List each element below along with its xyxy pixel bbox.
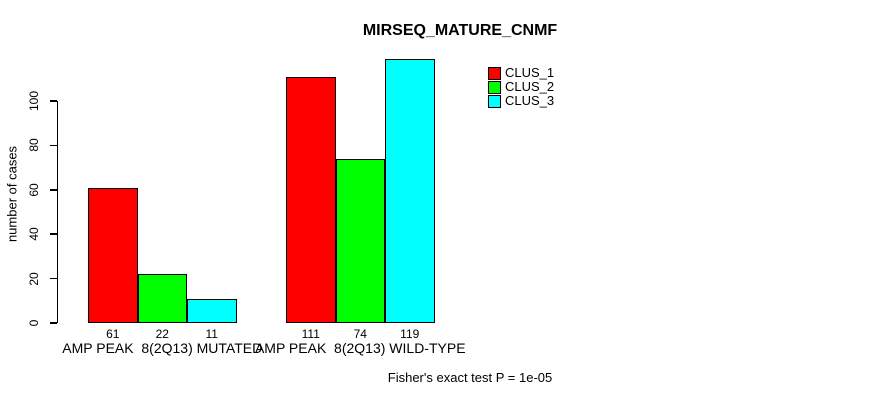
legend-swatch-icon: [488, 94, 501, 108]
y-axis-line: [56, 101, 58, 323]
legend-label: CLUS_2: [505, 79, 555, 94]
bar-clus_2-group2: [335, 158, 385, 323]
bar-clus_2-group1: [137, 274, 187, 323]
legend-row-clus_2: CLUS_2: [488, 80, 554, 94]
y-tick-label: 100: [27, 90, 41, 112]
bar-clus_1-group2: [286, 76, 336, 323]
legend-swatch-icon: [488, 66, 501, 80]
y-tick-label: 40: [27, 227, 41, 241]
category-label: AMP PEAK 8(2Q13) WILD-TYPE: [254, 340, 466, 356]
y-tick-label: 0: [27, 319, 41, 327]
y-axis-tick: [49, 189, 57, 191]
y-axis-tick: [49, 144, 57, 147]
y-axis-tick: [49, 100, 57, 102]
stat-annotation: Fisher's exact test P = 1e-05: [387, 370, 553, 385]
bar-value-label: 74: [353, 327, 367, 341]
y-tick-label: 60: [27, 183, 41, 197]
y-axis-tick: [49, 322, 57, 324]
bar-value-label: 11: [205, 327, 218, 341]
bar-value-label: 61: [106, 327, 120, 341]
legend-row-clus_1: CLUS_1: [488, 66, 554, 80]
y-axis-tick: [49, 233, 57, 235]
legend-swatch-icon: [488, 80, 501, 94]
y-tick-label: 80: [27, 138, 41, 153]
y-tick-label: 20: [27, 271, 41, 286]
legend-label: CLUS_1: [505, 65, 555, 80]
bar-clus_3-group2: [385, 58, 435, 323]
legend: CLUS_1 CLUS_2 CLUS_3: [488, 66, 554, 108]
bar-clus_3-group1: [187, 298, 237, 323]
legend-label: CLUS_3: [505, 93, 555, 108]
legend-row-clus_3: CLUS_3: [488, 94, 554, 108]
chart-title: MIRSEQ_MATURE_CNMF: [362, 22, 558, 39]
bar-value-label: 111: [301, 327, 320, 341]
bar-value-label: 119: [400, 327, 420, 341]
y-axis-tick: [49, 277, 57, 280]
y-axis-title: number of cases: [4, 145, 20, 243]
category-label: AMP PEAK 8(2Q13) MUTATED: [62, 340, 263, 356]
bar-clus_1-group1: [88, 187, 138, 323]
bar-value-label: 22: [155, 327, 169, 341]
